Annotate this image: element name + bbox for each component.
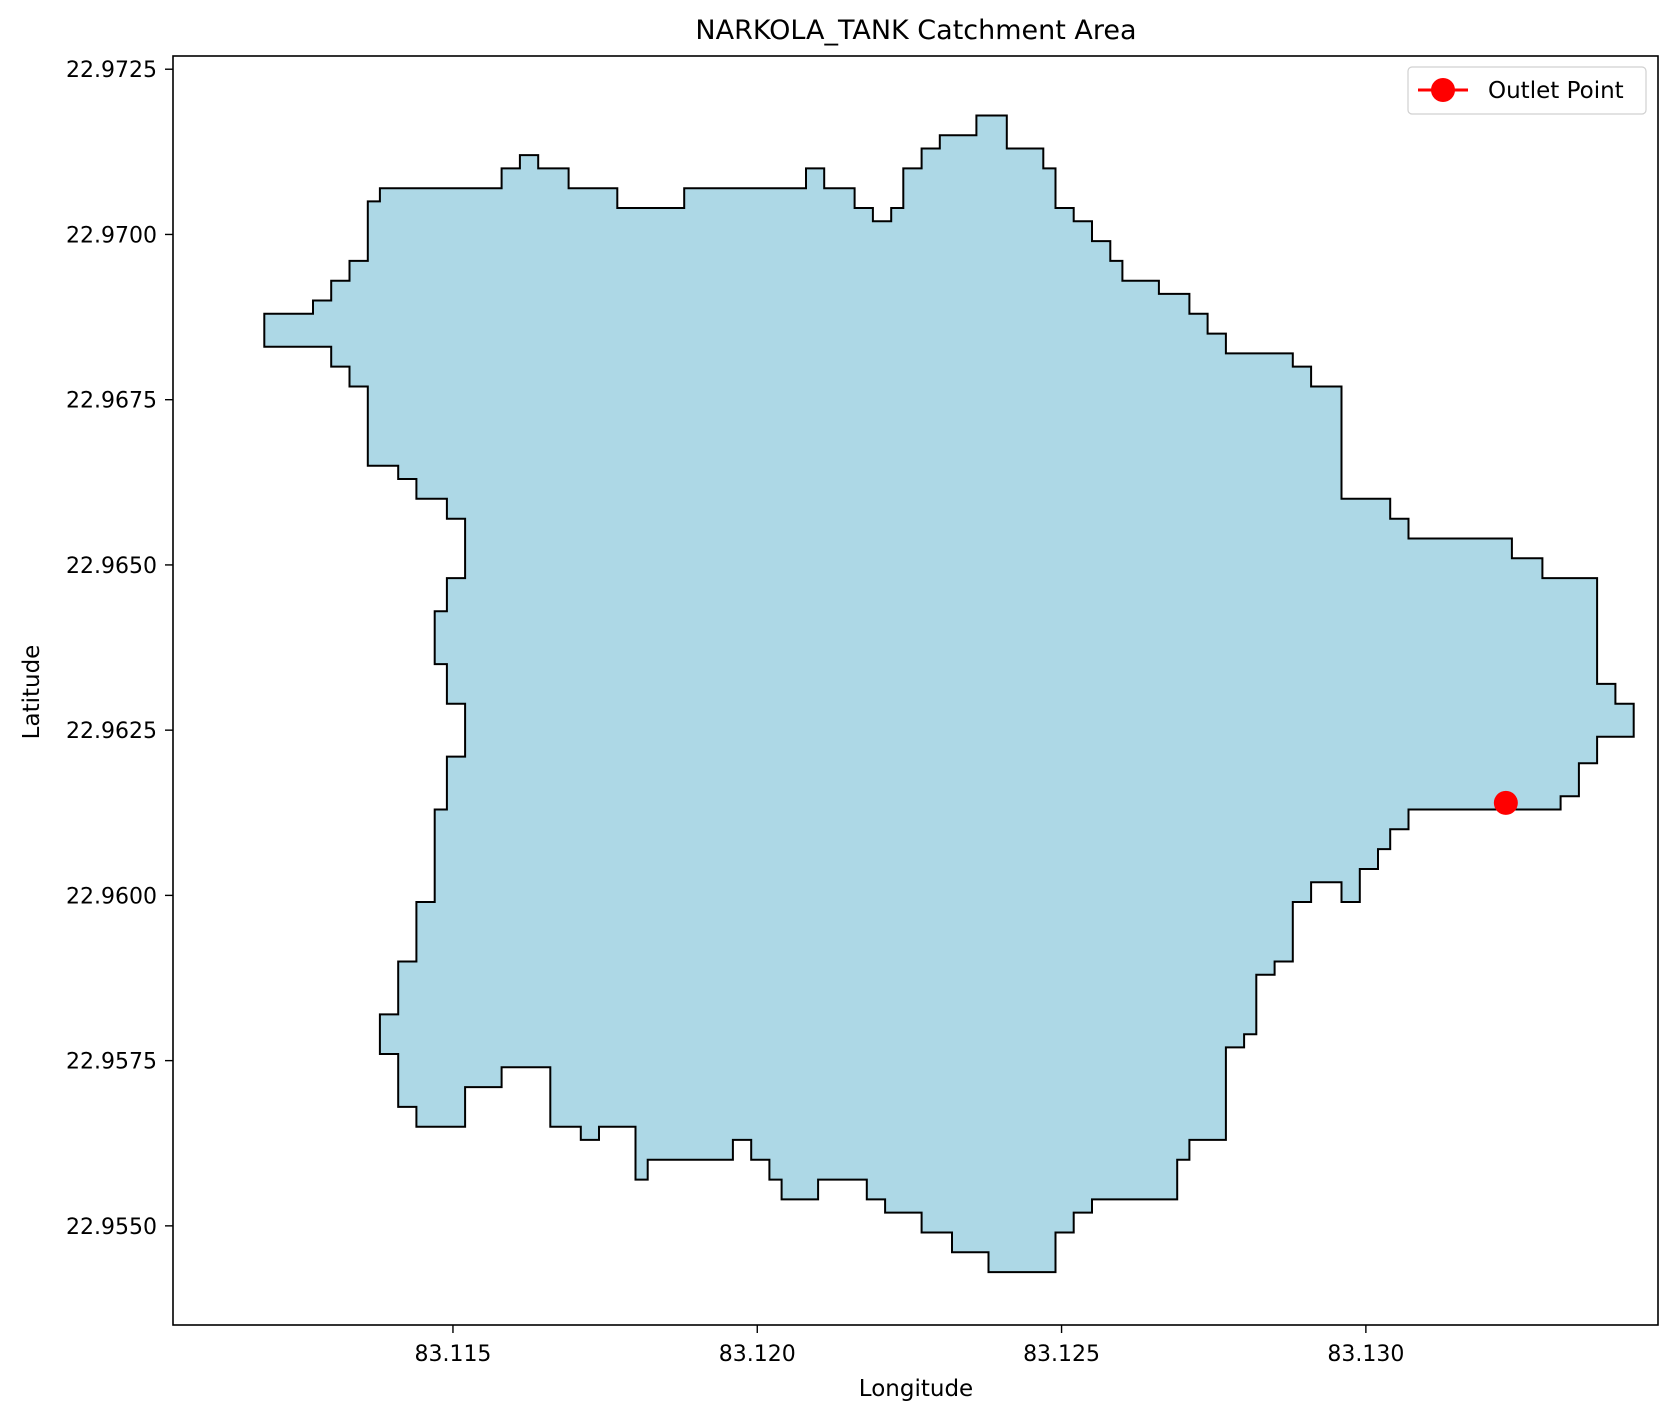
y-tick-label: 22.9675 xyxy=(66,389,157,414)
chart-title: NARKOLA_TANK Catchment Area xyxy=(695,15,1136,46)
y-tick-label: 22.9550 xyxy=(66,1215,157,1240)
plot-marks xyxy=(263,114,1635,1274)
y-axis-label: Latitude xyxy=(19,645,45,740)
plot-frame xyxy=(172,55,1659,1326)
x-tick-label: 83.130 xyxy=(1327,1342,1404,1367)
y-tick-label: 22.9625 xyxy=(66,719,157,744)
y-tick-label: 22.9725 xyxy=(66,58,157,83)
y-tick-label: 22.9650 xyxy=(66,554,157,579)
y-tick-label: 22.9700 xyxy=(66,223,157,248)
x-tick-label: 83.120 xyxy=(719,1342,796,1367)
legend-marker-swatch xyxy=(1431,78,1455,102)
legend: Outlet Point xyxy=(1407,66,1647,115)
outlet-point-marker xyxy=(1493,790,1518,815)
y-tick-label: 22.9600 xyxy=(66,884,157,909)
x-axis-label: Longitude xyxy=(859,1376,973,1402)
x-tick-label: 83.115 xyxy=(414,1342,491,1367)
catchment-polygon xyxy=(263,114,1635,1274)
legend-box xyxy=(1407,66,1647,115)
y-axis: 22.9550 22.9575 22.9600 22.9625 22.9650 22.96… xyxy=(66,58,173,1240)
x-axis: 83.115 83.120 83.125 83.130 xyxy=(414,1325,1404,1367)
x-tick-label: 83.125 xyxy=(1023,1342,1100,1367)
legend-label: Outlet Point xyxy=(1488,78,1624,104)
y-tick-label: 22.9575 xyxy=(66,1050,157,1075)
